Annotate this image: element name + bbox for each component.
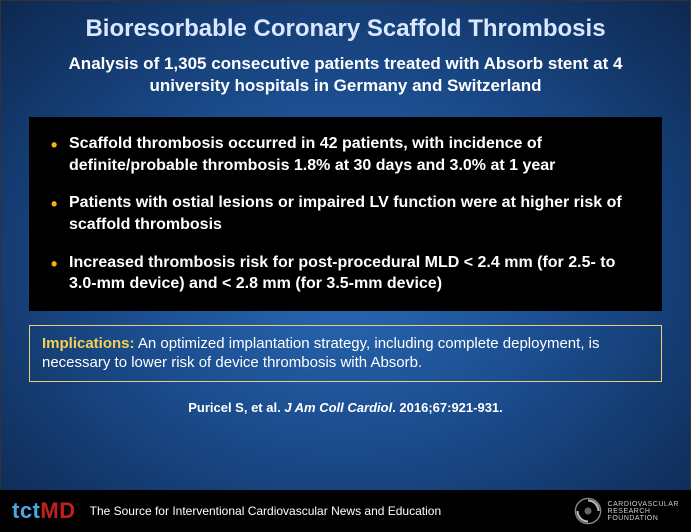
crf-line1: CARDIOVASCULAR [608, 501, 679, 508]
citation-authors: Puricel S, et al. [188, 400, 284, 415]
citation-rest: . 2016;67:921-931. [392, 400, 503, 415]
implications-label: Implications: [42, 335, 135, 352]
tctmd-logo: tctMD [12, 498, 76, 524]
crf-line2: RESEARCH [608, 508, 679, 515]
crf-line3: FOUNDATION [608, 515, 679, 522]
logo-md-text: MD [40, 498, 75, 524]
footer-bar: tctMD The Source for Interventional Card… [0, 490, 691, 532]
crf-text: CARDIOVASCULAR RESEARCH FOUNDATION [608, 501, 679, 522]
implications-box: Implications: An optimized implantation … [29, 325, 662, 382]
logo-tct-text: tct [12, 498, 40, 524]
bullets-list: Scaffold thrombosis occurred in 42 patie… [47, 133, 644, 295]
bullet-item: Scaffold thrombosis occurred in 42 patie… [47, 133, 644, 176]
crf-swirl-icon [574, 497, 602, 525]
bullet-item: Patients with ostial lesions or impaired… [47, 192, 644, 235]
citation: Puricel S, et al. J Am Coll Cardiol. 201… [1, 400, 690, 417]
bullet-item: Increased thrombosis risk for post-proce… [47, 252, 644, 295]
slide-title: Bioresorbable Coronary Scaffold Thrombos… [1, 1, 690, 49]
slide-subtitle: Analysis of 1,305 consecutive patients t… [1, 49, 690, 111]
footer-tagline: The Source for Interventional Cardiovasc… [90, 504, 574, 518]
citation-journal: J Am Coll Cardiol [284, 400, 392, 415]
crf-logo: CARDIOVASCULAR RESEARCH FOUNDATION [574, 497, 679, 525]
slide: Bioresorbable Coronary Scaffold Thrombos… [0, 0, 691, 532]
bullets-box: Scaffold thrombosis occurred in 42 patie… [29, 117, 662, 311]
